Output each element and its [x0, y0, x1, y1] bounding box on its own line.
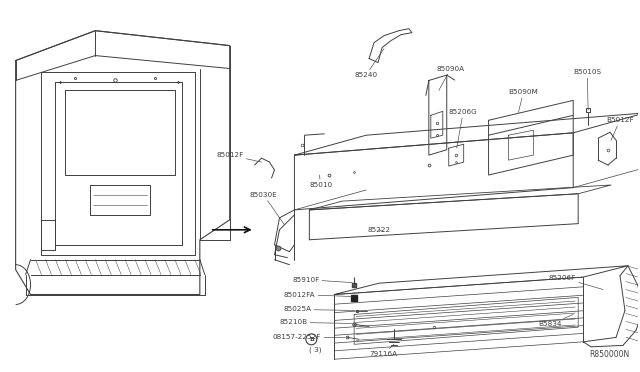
Text: 85012FA: 85012FA: [284, 292, 352, 298]
Text: B: B: [309, 337, 314, 342]
Text: 08157-2252F: 08157-2252F: [273, 334, 345, 340]
Text: 85210B: 85210B: [279, 320, 352, 326]
Text: B5090M: B5090M: [509, 89, 538, 112]
Text: 85206G: 85206G: [449, 109, 477, 148]
Text: 85090A: 85090A: [436, 65, 465, 90]
Text: 85025A: 85025A: [284, 307, 355, 312]
Text: B5834: B5834: [538, 314, 573, 327]
Text: ( 3): ( 3): [308, 346, 321, 353]
Text: B5012F: B5012F: [606, 117, 634, 140]
Text: 79116A: 79116A: [369, 344, 397, 357]
Text: B5010S: B5010S: [573, 70, 602, 110]
Text: 85030E: 85030E: [250, 192, 284, 225]
Text: 85240: 85240: [354, 49, 384, 78]
Text: 85222: 85222: [367, 227, 390, 233]
Text: 85010: 85010: [309, 175, 332, 188]
Text: 85206F: 85206F: [549, 275, 603, 289]
Text: R850000N: R850000N: [589, 350, 630, 359]
Text: 85910F: 85910F: [292, 277, 352, 283]
Text: 85012F: 85012F: [216, 152, 262, 162]
